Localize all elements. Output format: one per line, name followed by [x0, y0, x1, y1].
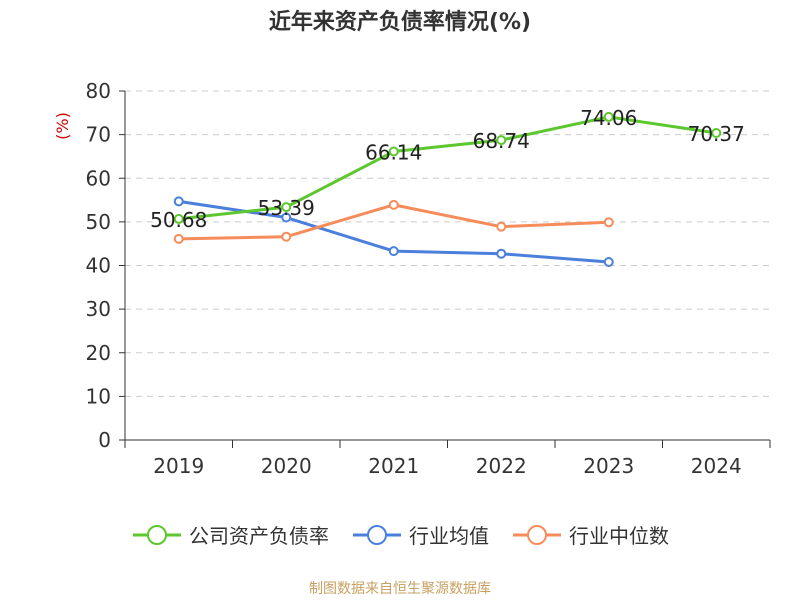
data-label: 66.14 — [365, 140, 422, 164]
data-point — [496, 221, 507, 232]
data-point — [388, 199, 399, 210]
legend-item: 行业均值 — [351, 520, 489, 549]
x-tick-label: 2023 — [583, 454, 634, 478]
data-point — [173, 213, 184, 224]
legend-label: 行业均值 — [409, 524, 489, 548]
data-point — [281, 202, 292, 213]
data-label: 68.74 — [473, 129, 530, 153]
data-point — [388, 246, 399, 257]
source-note: 制图数据来自恒生聚源数据库 — [309, 581, 491, 597]
y-tick-label: 80 — [86, 79, 111, 103]
y-tick-label: 40 — [86, 254, 111, 278]
data-point — [603, 217, 614, 228]
data-label: 50.68 — [150, 208, 207, 232]
y-tick-label: 20 — [86, 341, 111, 365]
y-tick-label: 60 — [86, 166, 111, 190]
data-point — [388, 146, 399, 157]
x-tick-label: 2020 — [261, 454, 312, 478]
legend-item: 行业中位数 — [511, 520, 669, 549]
y-tick-label: 50 — [86, 210, 111, 234]
data-point — [281, 231, 292, 242]
data-point — [496, 248, 507, 259]
data-point — [173, 233, 184, 244]
legend-label: 公司资产负债率 — [189, 524, 329, 548]
chart-title: 近年来资产负债率情况(%) — [268, 10, 532, 35]
data-label: 70.37 — [688, 122, 745, 146]
y-tick-label: 30 — [86, 297, 111, 321]
y-tick-label: 70 — [86, 123, 111, 147]
x-tick-label: 2019 — [153, 454, 204, 478]
data-label: 53.39 — [258, 196, 315, 220]
data-point — [496, 135, 507, 146]
data-point — [281, 212, 292, 223]
data-label: 74.06 — [580, 106, 637, 130]
series-line — [178, 115, 717, 221]
legend-item: 公司资产负债率 — [131, 520, 329, 549]
legend-line-marker-icon — [133, 524, 181, 545]
legend-label: 行业中位数 — [569, 524, 669, 548]
y-tick-label: 0 — [98, 428, 111, 452]
data-point — [711, 128, 722, 139]
x-tick-label: 2021 — [368, 454, 419, 478]
legend-line-marker-icon — [353, 524, 401, 545]
data-point — [603, 111, 614, 122]
legend-line-marker-icon — [513, 524, 561, 545]
x-tick-label: 2024 — [691, 454, 742, 478]
data-point — [173, 196, 184, 207]
data-point — [603, 257, 614, 268]
x-tick-label: 2022 — [476, 454, 527, 478]
y-tick-label: 10 — [86, 384, 111, 408]
legend: 公司资产负债率 行业均值 行业中位数 — [0, 520, 800, 549]
y-axis-label: (%) — [53, 112, 72, 140]
